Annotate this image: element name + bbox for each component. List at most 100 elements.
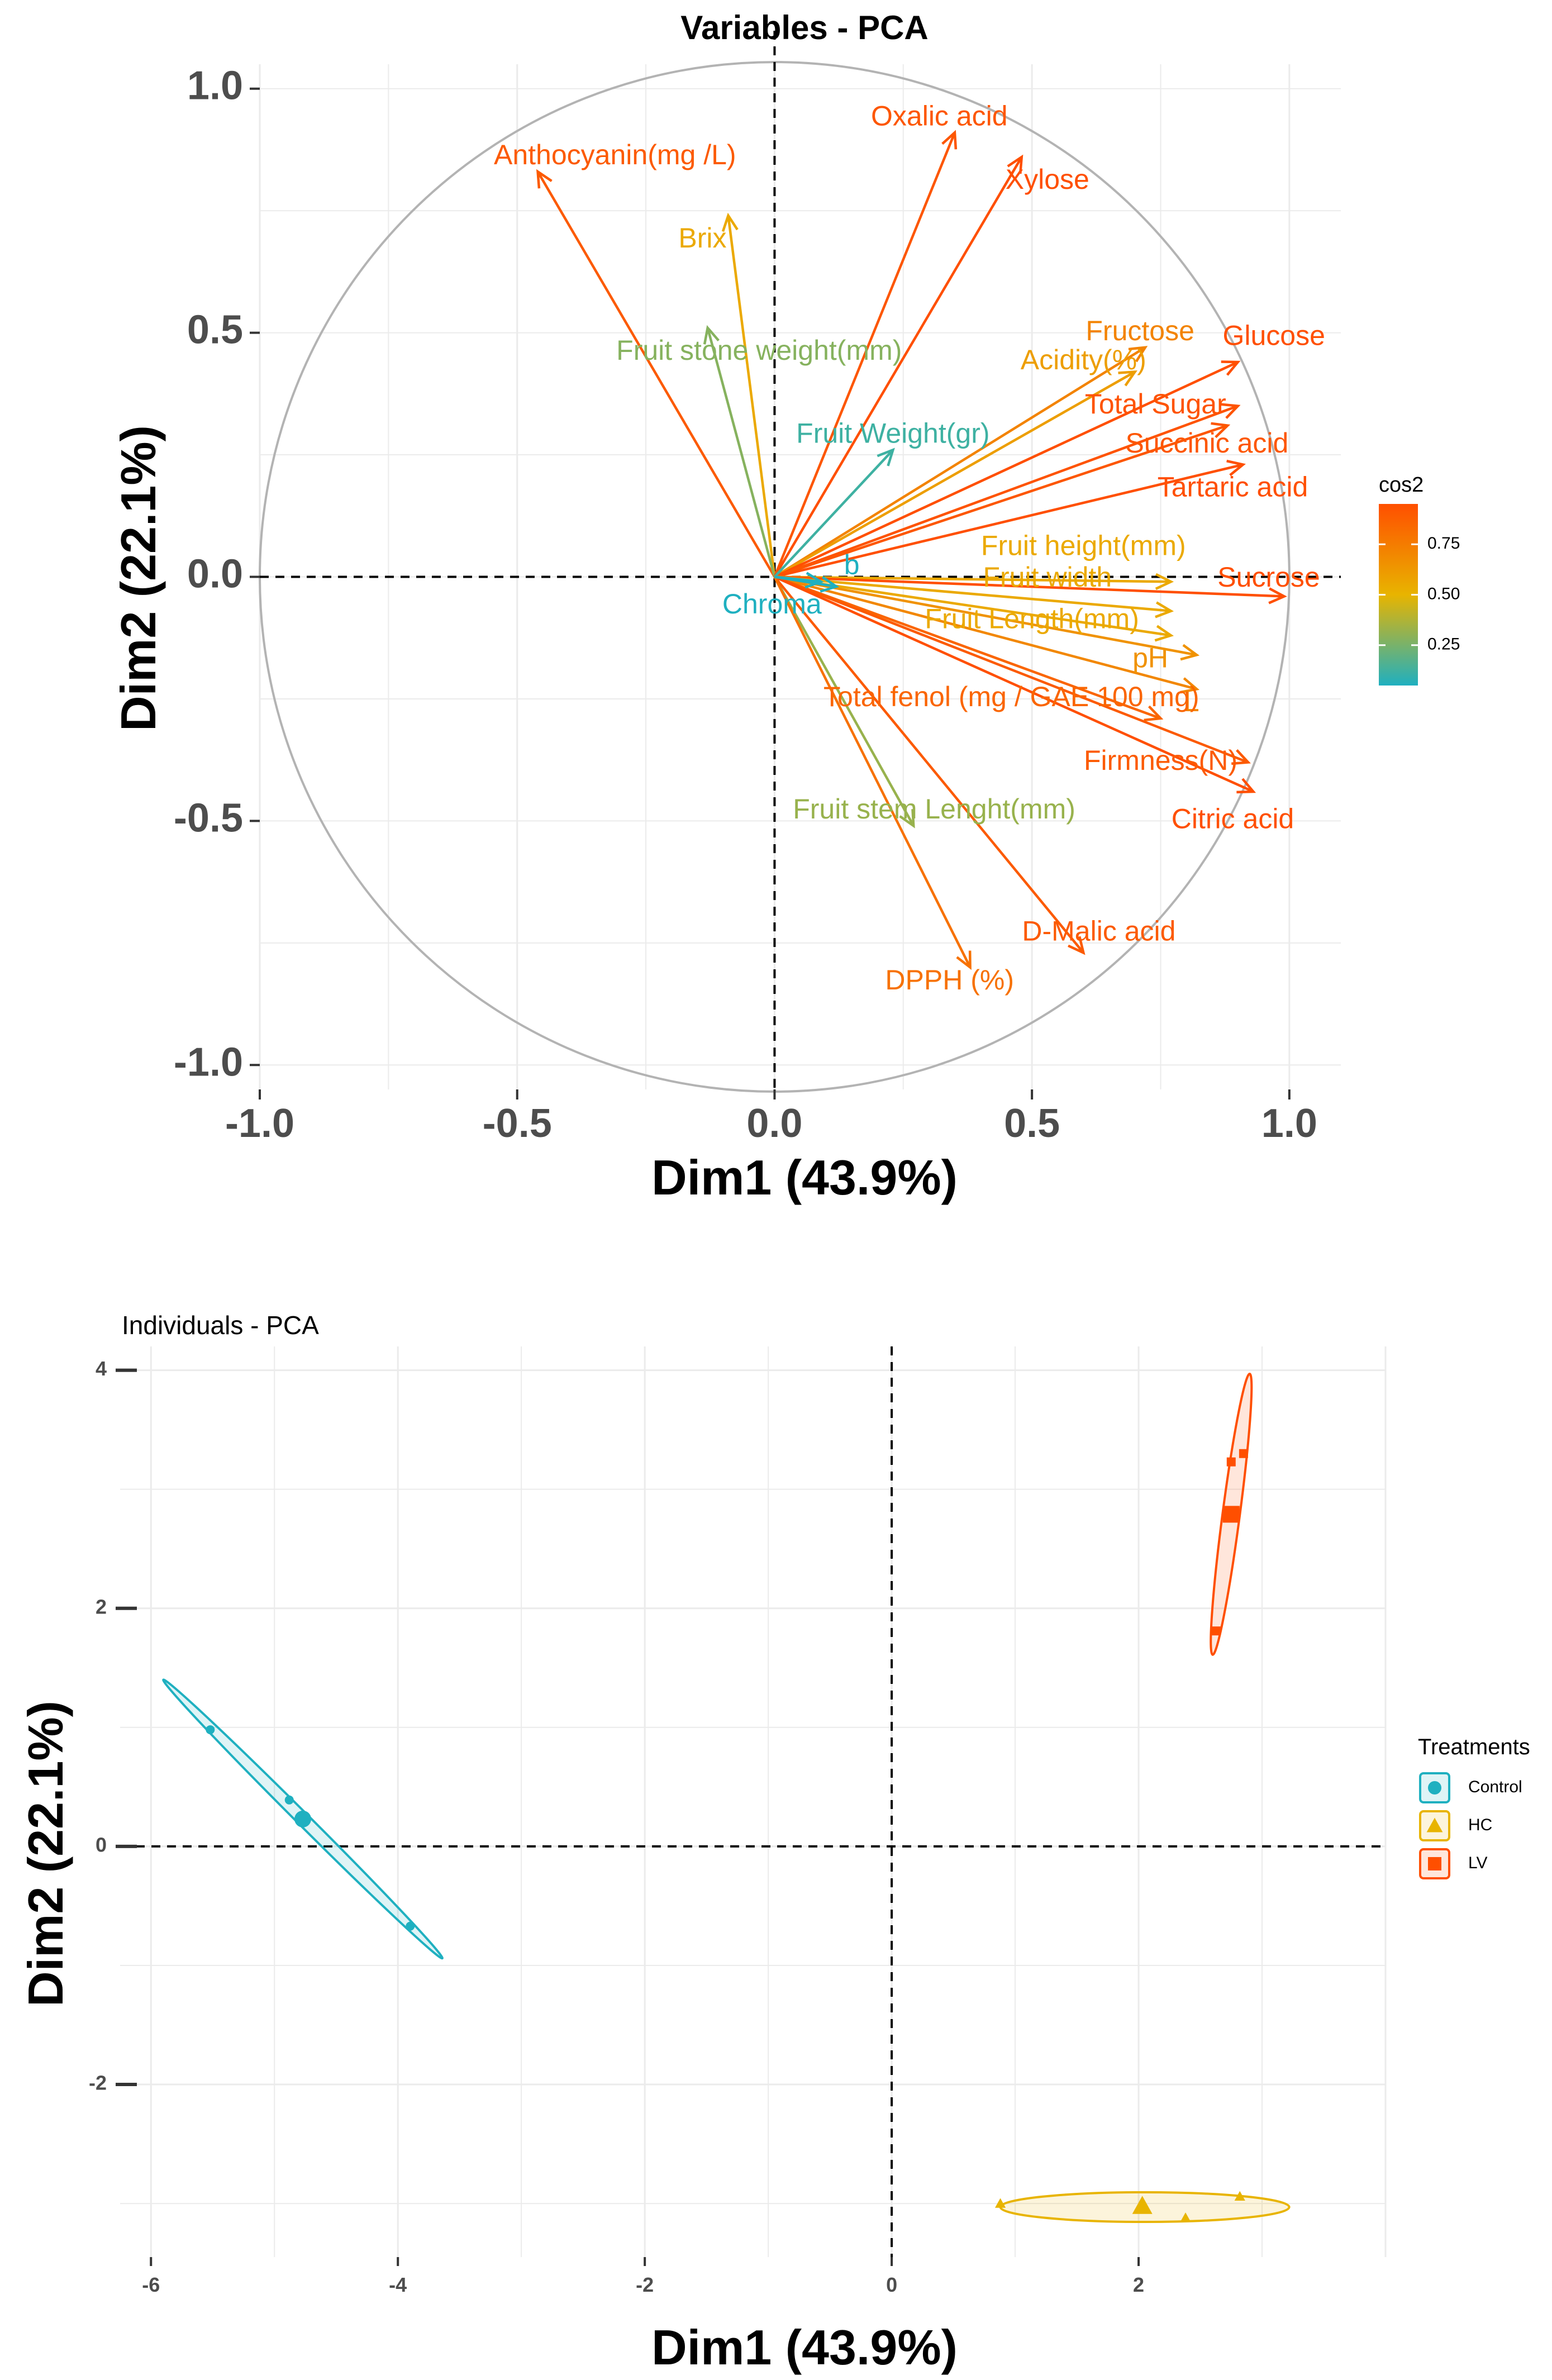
point-control (284, 1795, 294, 1805)
arrowhead-total-fenol-mg-gae-100-mg (1144, 705, 1164, 722)
label-dpph: DPPH (%) (885, 964, 1014, 996)
arrow-chroma (774, 575, 821, 583)
individuals-y-tick-label: 4 (96, 1357, 107, 1380)
label-fruit-stem-lenght-mm: Fruit stem Lenght(mm) (793, 793, 1075, 825)
label-b: b (844, 549, 860, 580)
arrow-sucrose (774, 575, 1284, 598)
centroid-control (294, 1810, 312, 1827)
arrowhead-fruit-width (1155, 601, 1174, 618)
arrowhead-succinic-acid (1211, 422, 1231, 439)
arrowhead-brix (721, 212, 739, 232)
variables-chart-title: Variables - PCA (680, 9, 929, 46)
legend-label-hc: HC (1468, 1816, 1492, 1834)
label-fruit-height-mm: Fruit height(mm) (981, 530, 1186, 561)
arrow-oxalic-acid (773, 132, 956, 578)
point-hc (994, 2198, 1006, 2208)
legend-label-control: Control (1468, 1778, 1522, 1796)
arrow-succinic-acid (774, 424, 1228, 578)
arrowhead-glucose (1221, 360, 1241, 376)
arrow-glucose (774, 360, 1239, 578)
label-xylose: Xylose (1006, 164, 1089, 195)
variables-y-tick-label: -0.5 (174, 796, 243, 840)
legend-marker-control (1428, 1781, 1441, 1794)
arrow-xylose (773, 156, 1023, 578)
centroid-lv (1222, 1506, 1240, 1523)
arrow-d-malic-acid (773, 576, 1085, 954)
confidence-ellipses (162, 1372, 1291, 2224)
cos2-legend-title: cos2 (1379, 473, 1424, 497)
variables-y-ticks: -1.0 -0.5 0.0 0.5 1.0 (174, 64, 260, 1084)
individuals-x-tick-label: 2 (1133, 2273, 1144, 2296)
cos2-tick-label: 0.25 (1427, 635, 1460, 654)
individuals-x-tick-label: -4 (389, 2273, 407, 2296)
arrow-firmness-n (774, 575, 1249, 764)
arrow-anthocyanin-mg-l (536, 171, 776, 578)
point-lv (1239, 1449, 1248, 1458)
label-fruit-weight-gr: Fruit Weight(gr) (796, 417, 989, 449)
arrow-fruit-width (774, 575, 1172, 612)
label-d-malic-acid: D-Malic acid (1022, 916, 1175, 947)
label-glucose: Glucose (1222, 320, 1325, 351)
variables-x-tick-label: 0.5 (1004, 1101, 1060, 1146)
label-l: L (1184, 686, 1199, 717)
variable-labels: Anthocyanin(mg /L) Brix Fruit stone weight… (494, 100, 1325, 996)
arrowhead-fruit-length-mm (1154, 625, 1174, 642)
arrow-fruit-length-mm (774, 575, 1172, 637)
variables-y-tick-label: 1.0 (187, 64, 243, 108)
arrow-tartaric-acid (774, 463, 1244, 578)
individuals-x-axis-label: Dim1 (43.9%) (651, 2320, 958, 2375)
arrow-l (774, 575, 1197, 691)
arrow-fruit-height-mm (774, 575, 1171, 583)
arrow-acidity (774, 370, 1136, 578)
individuals-y-tick-label: -2 (89, 2072, 107, 2095)
arrowhead-oxalic-acid (941, 130, 958, 150)
cos2-legend-ticks: 0.75 0.50 0.25 (1379, 534, 1460, 654)
arrowhead-acidity (1118, 370, 1137, 387)
label-firmness-n: Firmness(N) (1084, 745, 1237, 776)
arrow-brix (727, 215, 776, 577)
arrowhead-fruit-height-mm (1155, 573, 1174, 590)
arrow-total-fenol-mg-gae-100-mg (774, 575, 1161, 720)
point-control (206, 1725, 215, 1735)
label-succinic-acid: Succinic acid (1126, 427, 1289, 459)
individuals-y-tick-label: 2 (96, 1595, 107, 1618)
individuals-x-tick-label: 0 (886, 2273, 897, 2296)
variables-x-axis-label: Dim1 (43.9%) (651, 1150, 958, 1205)
arrow-dpph (773, 576, 972, 968)
arrowhead-d-malic-acid (1068, 936, 1086, 955)
variables-y-tick-label: 0.0 (187, 552, 243, 597)
arrowhead-chroma (804, 572, 824, 589)
label-anthocyanin-mg-l: Anthocyanin(mg /L) (494, 139, 736, 170)
individuals-y-axis-label: Dim2 (22.1%) (18, 1701, 73, 2007)
arrowhead-fruit-stem-lenght-mm (899, 809, 915, 829)
arrow-fruit-stone-weight-mm (706, 327, 776, 578)
label-fructose: Fructose (1086, 315, 1194, 346)
treatments-legend-items: Control HC LV (1419, 1772, 1522, 1879)
variables-y-axis-label: Dim2 (22.1%) (111, 425, 166, 731)
legend-label-lv: LV (1468, 1854, 1487, 1872)
point-hc (1180, 2212, 1191, 2222)
arrowhead-firmness-n (1231, 749, 1251, 765)
variables-x-tick-label: 1.0 (1261, 1101, 1317, 1146)
arrowhead-dpph (956, 950, 972, 970)
treatments-legend-title: Treatments (1418, 1735, 1530, 1759)
arrowhead-fructose (1128, 346, 1148, 363)
arrowhead-b (820, 576, 840, 593)
label-fruit-stone-weight-mm: Fruit stone weight(mm) (616, 335, 902, 366)
arrowhead-anthocyanin-mg-l (536, 169, 553, 189)
label-fruit-length-mm: Fruit Length(mm) (925, 603, 1139, 634)
cos2-legend: cos2 0.75 0.50 0.25 (1379, 473, 1460, 686)
label-ph: pH (1132, 642, 1168, 673)
variables-pca-panel: Anthocyanin(mg /L) Brix Fruit stone weight… (111, 9, 1460, 1205)
individuals-chart-title: Individuals - PCA (122, 1311, 319, 1340)
arrow-ph (774, 575, 1197, 656)
label-citric-acid: Citric acid (1172, 803, 1294, 835)
arrowhead-total-sugar (1221, 403, 1241, 419)
arrowhead-fruit-stone-weight-mm (703, 325, 720, 345)
arrowhead-ph (1180, 644, 1200, 661)
arrow-fruit-weight-gr (773, 449, 894, 578)
arrowhead-xylose (1007, 154, 1023, 174)
arrow-fruit-stem-lenght-mm (773, 576, 915, 827)
legend-marker-lv (1428, 1857, 1441, 1870)
